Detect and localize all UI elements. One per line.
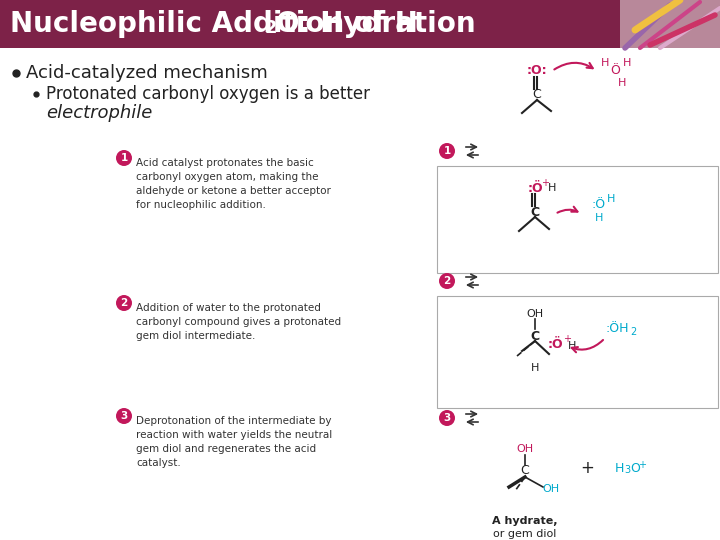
Text: electrophile: electrophile bbox=[46, 104, 153, 122]
Text: 3: 3 bbox=[120, 411, 127, 421]
Text: 3: 3 bbox=[444, 413, 451, 423]
Text: +: + bbox=[638, 460, 646, 470]
Text: Addition of water to the protonated
carbonyl compound gives a protonated
gem dio: Addition of water to the protonated carb… bbox=[136, 303, 341, 341]
Text: H: H bbox=[531, 363, 539, 373]
Text: +: + bbox=[580, 459, 594, 477]
Circle shape bbox=[116, 408, 132, 424]
Text: C: C bbox=[521, 464, 529, 477]
Circle shape bbox=[439, 410, 455, 426]
Text: A hydrate,: A hydrate, bbox=[492, 516, 558, 526]
Text: C: C bbox=[533, 89, 541, 102]
Text: H: H bbox=[614, 462, 624, 475]
Text: OH: OH bbox=[542, 484, 559, 494]
Circle shape bbox=[116, 295, 132, 311]
Text: H: H bbox=[595, 213, 603, 223]
Text: +: + bbox=[541, 178, 549, 188]
Text: Ö: Ö bbox=[610, 64, 620, 78]
Text: H: H bbox=[623, 58, 631, 68]
Text: 2: 2 bbox=[630, 327, 636, 337]
Circle shape bbox=[439, 143, 455, 159]
Text: :Ö: :Ö bbox=[527, 181, 543, 194]
Text: Acid-catalyzed mechanism: Acid-catalyzed mechanism bbox=[26, 64, 268, 82]
Text: 2: 2 bbox=[120, 298, 127, 308]
Text: 2: 2 bbox=[444, 276, 451, 286]
Text: or gem diol: or gem diol bbox=[493, 529, 557, 539]
Circle shape bbox=[439, 273, 455, 289]
Text: Acid catalyst protonates the basic
carbonyl oxygen atom, making the
aldehyde or : Acid catalyst protonates the basic carbo… bbox=[136, 158, 331, 210]
Text: H: H bbox=[600, 58, 609, 68]
Bar bbox=[620, 0, 720, 48]
Text: O: O bbox=[630, 462, 640, 475]
Text: 1: 1 bbox=[444, 146, 451, 156]
Text: H: H bbox=[568, 341, 576, 351]
Text: OH: OH bbox=[516, 444, 534, 454]
Text: C: C bbox=[531, 329, 539, 342]
Text: :O:: :O: bbox=[527, 64, 547, 78]
Circle shape bbox=[116, 150, 132, 166]
Text: O: Hydration: O: Hydration bbox=[276, 10, 476, 38]
Text: :ÖH: :ÖH bbox=[606, 321, 629, 334]
Text: Deprotonation of the intermediate by
reaction with water yields the neutral
gem : Deprotonation of the intermediate by rea… bbox=[136, 416, 332, 468]
Text: H: H bbox=[607, 194, 615, 204]
Bar bbox=[0, 0, 720, 48]
Text: :Ö: :Ö bbox=[547, 338, 563, 350]
Text: H: H bbox=[618, 78, 626, 88]
Text: 1: 1 bbox=[120, 153, 127, 163]
Text: +: + bbox=[563, 334, 571, 344]
Text: H: H bbox=[548, 183, 556, 193]
Text: C: C bbox=[531, 206, 539, 219]
Text: :Ö: :Ö bbox=[592, 198, 606, 211]
Text: OH: OH bbox=[526, 309, 544, 319]
Text: 3: 3 bbox=[624, 465, 630, 475]
Text: 2: 2 bbox=[265, 19, 277, 37]
Bar bbox=[437, 166, 718, 273]
Text: Nucleophilic Addition of H: Nucleophilic Addition of H bbox=[10, 10, 418, 38]
Bar bbox=[437, 296, 718, 408]
Text: Protonated carbonyl oxygen is a better: Protonated carbonyl oxygen is a better bbox=[46, 85, 370, 103]
